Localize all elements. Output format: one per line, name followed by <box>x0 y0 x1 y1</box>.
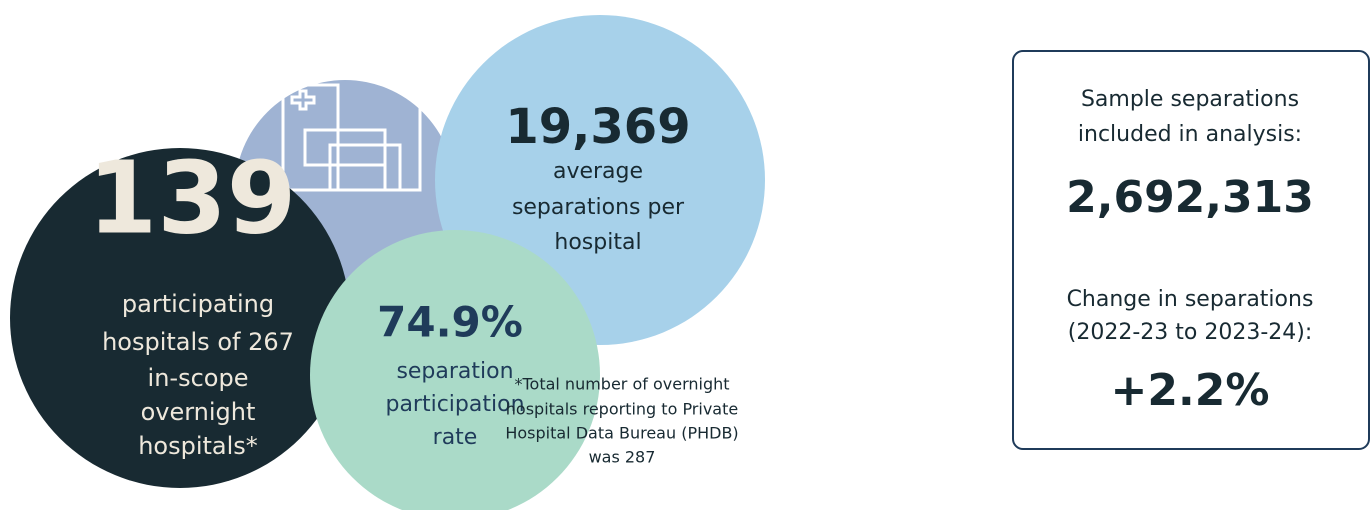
footnote: was 287 <box>589 448 656 467</box>
participation-label: rate <box>433 425 478 450</box>
participation-label: participation <box>385 392 524 417</box>
hospitals-label: overnight <box>141 398 256 426</box>
sample-label: included in analysis: <box>1078 122 1302 147</box>
footnote: hospitals reporting to Private <box>506 400 738 419</box>
hospitals-label: hospitals of 267 <box>102 328 294 356</box>
change-value: +2.2% <box>1111 365 1270 416</box>
hospitals-label: in-scope <box>148 364 249 392</box>
average-number: 19,369 <box>505 99 690 155</box>
change-label: (2022-23 to 2023-24): <box>1068 320 1313 345</box>
sample-value: 2,692,313 <box>1066 172 1314 223</box>
hospitals-label: participating <box>122 290 274 318</box>
sample-label: Sample separations <box>1081 87 1299 112</box>
hospitals-label: hospitals* <box>138 432 258 460</box>
change-label: Change in separations <box>1067 287 1314 312</box>
hospital-icon <box>281 83 440 192</box>
average-label: separations per <box>512 195 685 220</box>
participation-number: 74.9% <box>377 298 523 347</box>
participation-label: separation <box>396 359 513 384</box>
participation-circle <box>310 230 600 510</box>
hospitals-number: 139 <box>88 139 297 256</box>
average-label: average <box>553 159 643 184</box>
average-label: hospital <box>554 230 641 255</box>
footnote: *Total number of overnight <box>514 375 729 394</box>
summary-box <box>1012 50 1370 450</box>
hospitals-circle <box>10 148 350 488</box>
footnote: Hospital Data Bureau (PHDB) <box>505 424 738 443</box>
